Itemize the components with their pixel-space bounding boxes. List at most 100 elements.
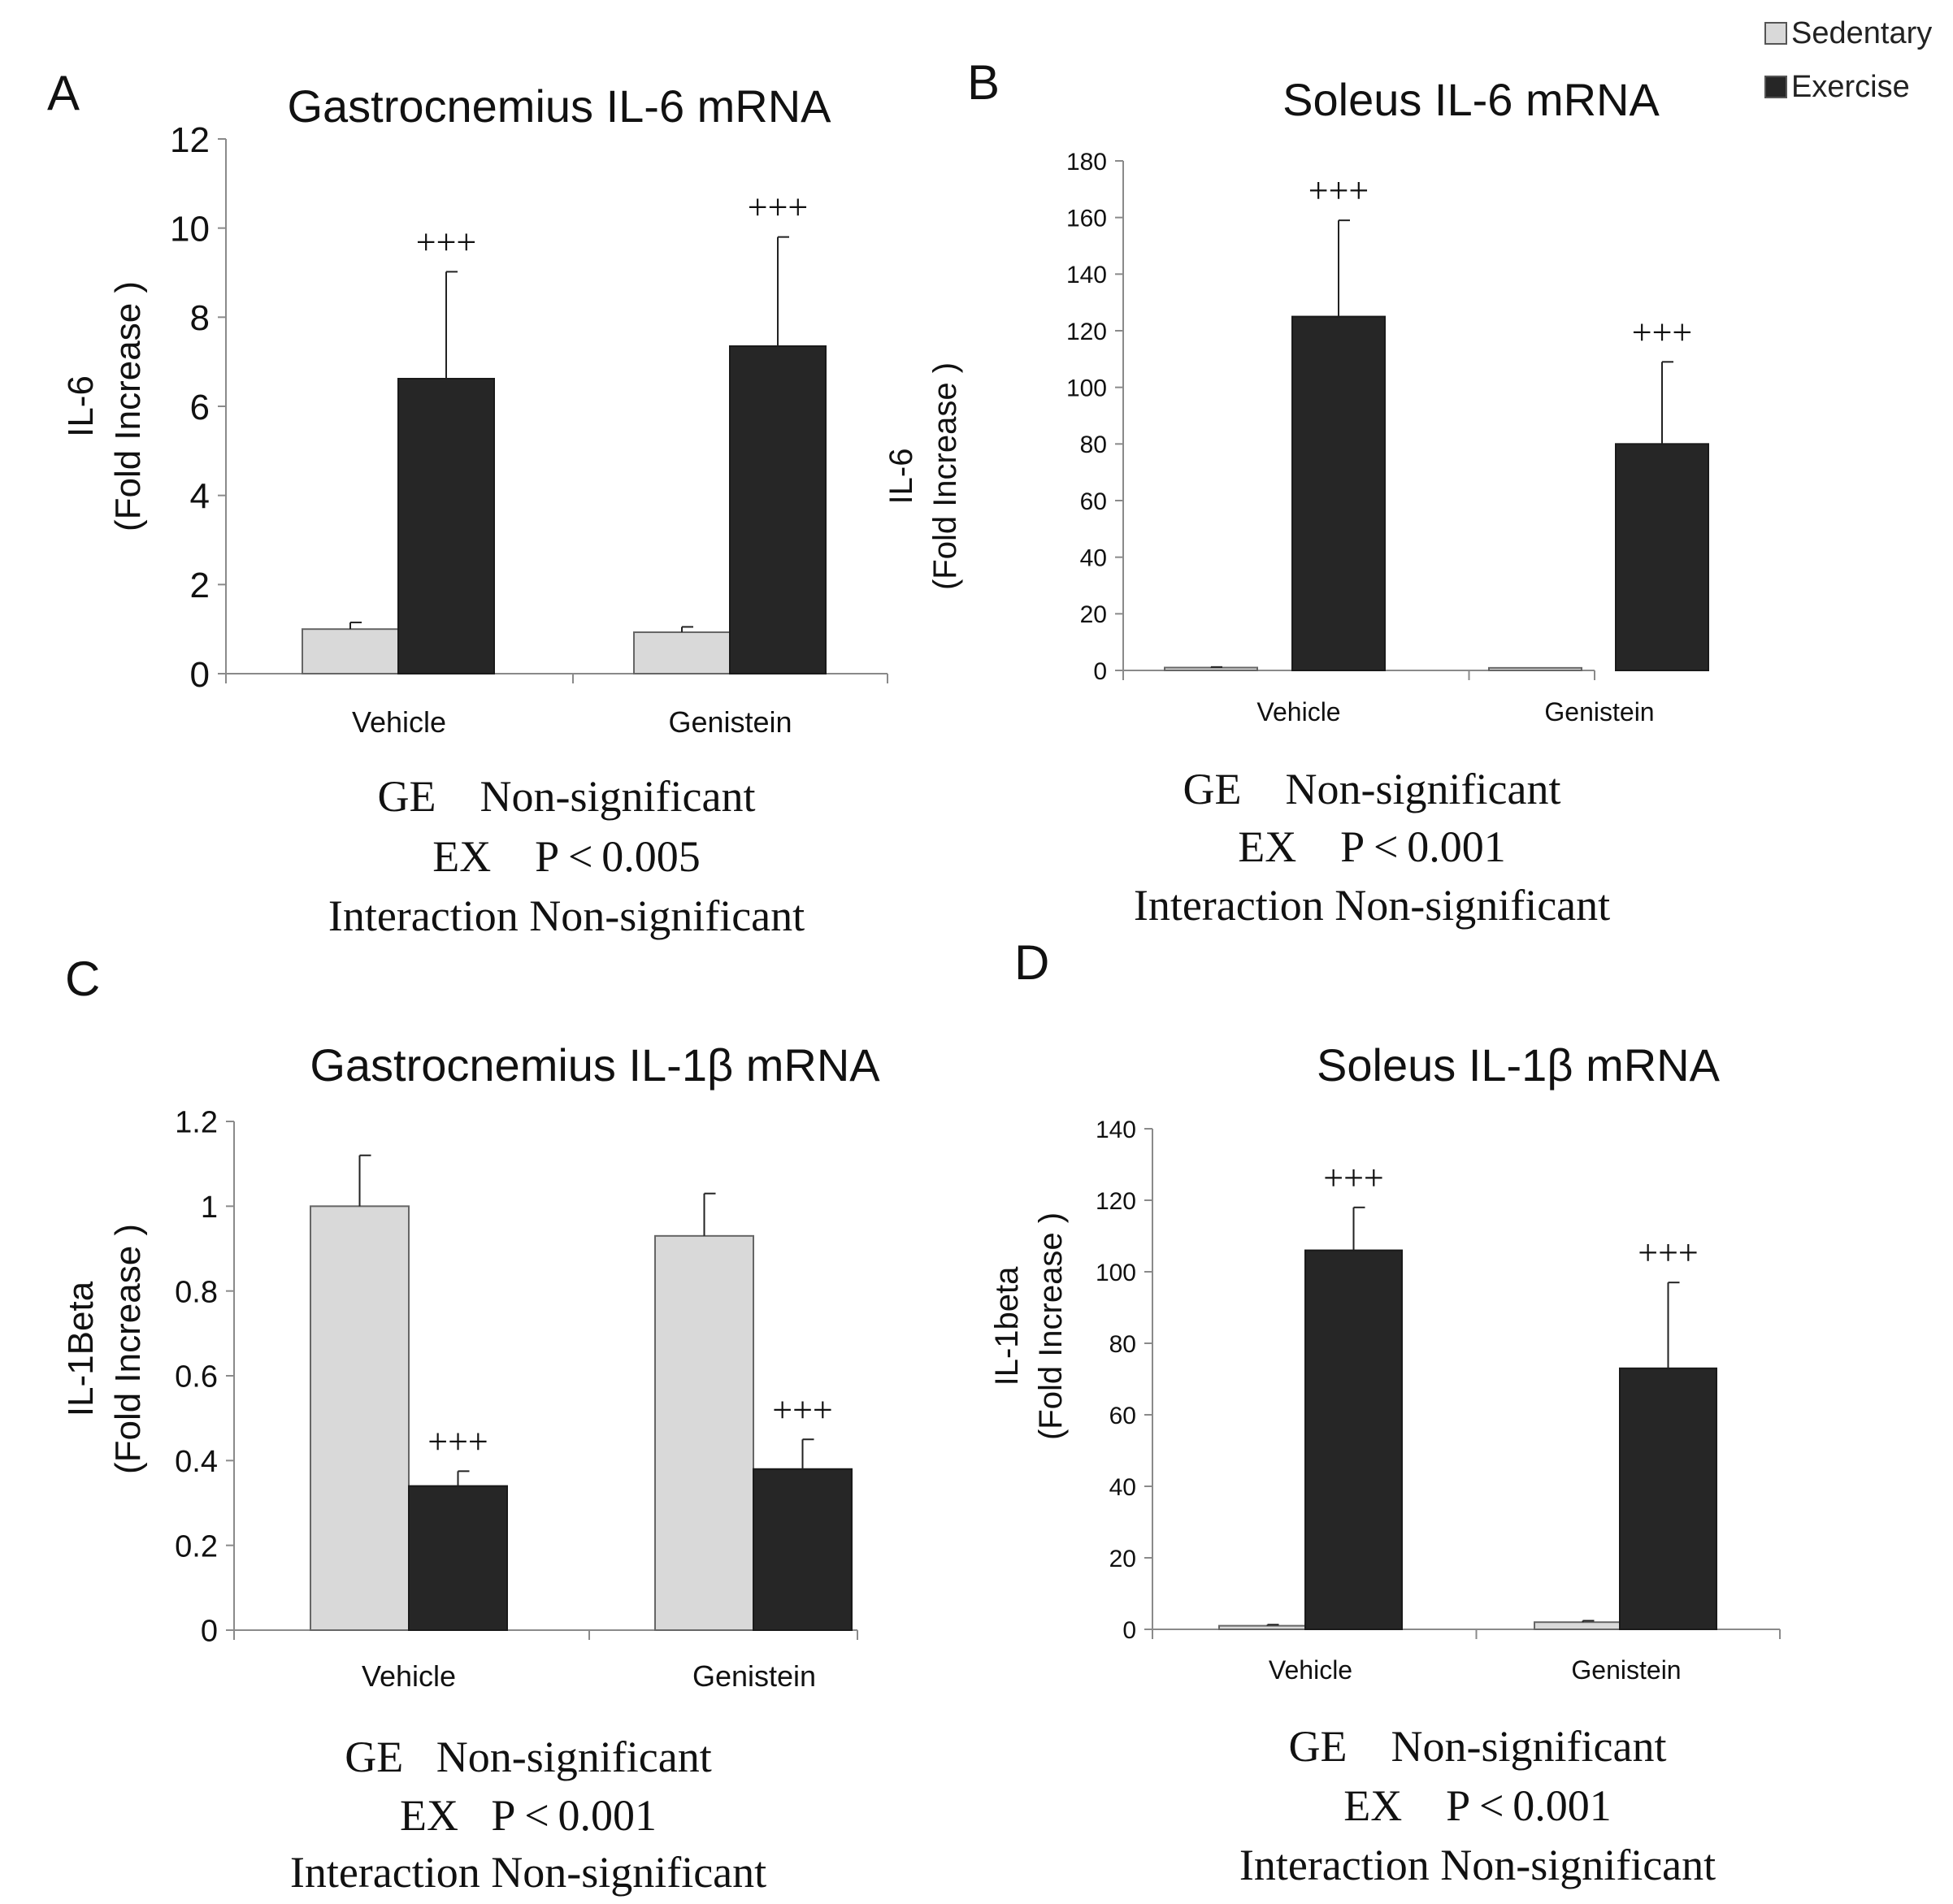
y-tick-label: 80 <box>1080 432 1107 458</box>
y-tick-label: 0 <box>1093 658 1107 685</box>
panel-letter: D <box>1014 935 1049 990</box>
stats-block: GE Non-significant EX P < 0.001 Interactio… <box>1134 765 1610 930</box>
y-tick-label: 0.6 <box>175 1360 218 1394</box>
y-tick-label: 1.2 <box>175 1106 218 1140</box>
y-tick-label: 140 <box>1066 262 1107 288</box>
chart-title: Gastrocnemius IL-6 mRNA <box>287 80 831 132</box>
panel-letter: A <box>47 66 80 120</box>
significance-mark: +++ <box>748 188 808 228</box>
y-axis-label: IL-6 (Fold Increase ) <box>883 362 963 590</box>
y-tick-label: 20 <box>1080 601 1107 628</box>
y-tick-label: 2 <box>190 566 210 605</box>
bar-sedentary-vehicle <box>1164 666 1258 671</box>
panel-letter: B <box>967 55 1000 110</box>
y-tick-label: 6 <box>190 388 210 427</box>
bar-exercise-vehicle <box>1304 1249 1403 1630</box>
y-tick-label: 10 <box>170 210 210 249</box>
legend-item-sedentary: Sedentary <box>1764 16 1932 50</box>
significance-mark: +++ <box>1638 1233 1698 1273</box>
stats-line: GE Non-significant <box>378 772 756 821</box>
x-tick-label: Vehicle <box>362 1659 456 1693</box>
stats-block: GE Non-significant EX P < 0.001 Interactio… <box>290 1733 766 1897</box>
y-axis-label: IL-6 (Fold Increase ) <box>61 281 148 531</box>
panel-letter: C <box>65 952 100 1006</box>
significance-mark: +++ <box>427 1421 488 1461</box>
bar-exercise-genistein <box>753 1468 853 1632</box>
stats-line: GE Non-significant <box>1289 1722 1667 1771</box>
y-tick-label: 12 <box>170 120 210 160</box>
stats-line: Interaction Non-significant <box>1239 1841 1716 1889</box>
y-tick-label: 60 <box>1080 488 1107 515</box>
legend-label: Exercise <box>1791 70 1910 104</box>
y-tick-label: 0.2 <box>175 1529 218 1564</box>
x-tick-label: Vehicle <box>1269 1655 1352 1685</box>
y-tick-label: 100 <box>1096 1260 1136 1286</box>
y-tick-label: 40 <box>1109 1474 1136 1501</box>
stats-block: GE Non-significant EX P < 0.001 Interactio… <box>1239 1722 1716 1889</box>
bar-sedentary-genistein <box>654 1234 754 1631</box>
y-tick-label: 40 <box>1080 544 1107 571</box>
x-tick-label: Genistein <box>1571 1655 1681 1685</box>
y-axis-label-line2: (Fold Increase ) <box>1033 1212 1069 1440</box>
x-tick-label: Genistein <box>668 705 792 739</box>
chart-title: Gastrocnemius IL-1β mRNA <box>310 1039 880 1091</box>
y-tick-label: 100 <box>1066 375 1107 401</box>
y-tick-label: 160 <box>1066 205 1107 232</box>
y-axis-label-line1: IL-6 <box>61 375 101 437</box>
y-axis-label-line1: IL-1beta <box>989 1266 1025 1386</box>
bar-exercise-genistein <box>729 345 827 674</box>
y-tick-label: 0 <box>1122 1617 1136 1644</box>
y-axis-label-line2: (Fold Increase ) <box>927 362 963 590</box>
bar-sedentary-genistein <box>1534 1621 1632 1630</box>
legend-item-exercise: Exercise <box>1764 70 1910 104</box>
y-tick-label: 0.4 <box>175 1445 218 1479</box>
panel-a: A Gastrocnemius IL-6 mRNA IL-6 (Fold Increa… <box>47 66 888 940</box>
significance-mark: +++ <box>1632 312 1692 352</box>
stats-block: GE Non-significant EX P < 0.005 Interactio… <box>328 772 805 940</box>
stats-line: EX P < 0.001 <box>400 1791 657 1840</box>
bar-exercise-vehicle <box>408 1485 508 1631</box>
x-tick-label: Genistein <box>692 1659 816 1693</box>
y-axis-label-line2: (Fold Increase ) <box>108 1224 148 1474</box>
y-tick-label: 20 <box>1109 1546 1136 1572</box>
y-axis-label: IL-1beta (Fold Increase ) <box>989 1212 1069 1440</box>
chart-title: Soleus IL-1β mRNA <box>1317 1039 1721 1091</box>
y-tick-label: 1 <box>201 1191 218 1225</box>
y-tick-label: 120 <box>1096 1188 1136 1215</box>
legend: Sedentary Exercise <box>1764 16 1932 104</box>
stats-line: GE Non-significant <box>1183 765 1561 813</box>
bar-exercise-genistein <box>1619 1367 1717 1631</box>
stats-line: Interaction Non-significant <box>328 891 805 940</box>
bar-sedentary-vehicle <box>302 628 399 675</box>
y-axis-label: IL-1Beta (Fold Increase ) <box>61 1224 148 1474</box>
y-tick-label: 4 <box>190 477 210 517</box>
significance-mark: +++ <box>416 222 476 262</box>
y-tick-label: 0 <box>201 1615 218 1649</box>
stats-line: EX P < 0.001 <box>1238 822 1506 871</box>
panel-d: D Soleus IL-1β mRNA IL-1beta (Fold Increase… <box>989 935 1781 1889</box>
stats-line: Interaction Non-significant <box>290 1848 766 1897</box>
bar-sedentary-vehicle <box>1218 1624 1317 1630</box>
y-tick-label: 120 <box>1066 319 1107 345</box>
bar-exercise-vehicle <box>1291 315 1386 671</box>
legend-swatch <box>1764 76 1787 98</box>
y-axis-label-line1: IL-6 <box>883 449 919 505</box>
stats-line: EX P < 0.005 <box>432 832 701 881</box>
y-tick-label: 60 <box>1109 1403 1136 1429</box>
bar-sedentary-genistein <box>633 631 731 675</box>
panel-c: C Gastrocnemius IL-1β mRNA IL-1Beta (Fold I… <box>61 952 880 1897</box>
y-tick-label: 8 <box>190 298 210 338</box>
significance-mark: +++ <box>1309 171 1369 210</box>
y-tick-label: 80 <box>1109 1331 1136 1358</box>
legend-swatch <box>1764 22 1787 45</box>
y-tick-label: 0.8 <box>175 1275 218 1309</box>
significance-mark: +++ <box>1323 1158 1383 1198</box>
y-tick-label: 140 <box>1096 1117 1136 1143</box>
y-axis-label-line1: IL-1Beta <box>61 1281 101 1416</box>
chart-title: Soleus IL-6 mRNA <box>1282 74 1660 125</box>
legend-label: Sedentary <box>1791 16 1932 50</box>
stats-line: Interaction Non-significant <box>1134 881 1610 930</box>
y-axis-label-line2: (Fold Increase ) <box>108 281 148 531</box>
x-tick-label: Vehicle <box>1256 697 1340 726</box>
